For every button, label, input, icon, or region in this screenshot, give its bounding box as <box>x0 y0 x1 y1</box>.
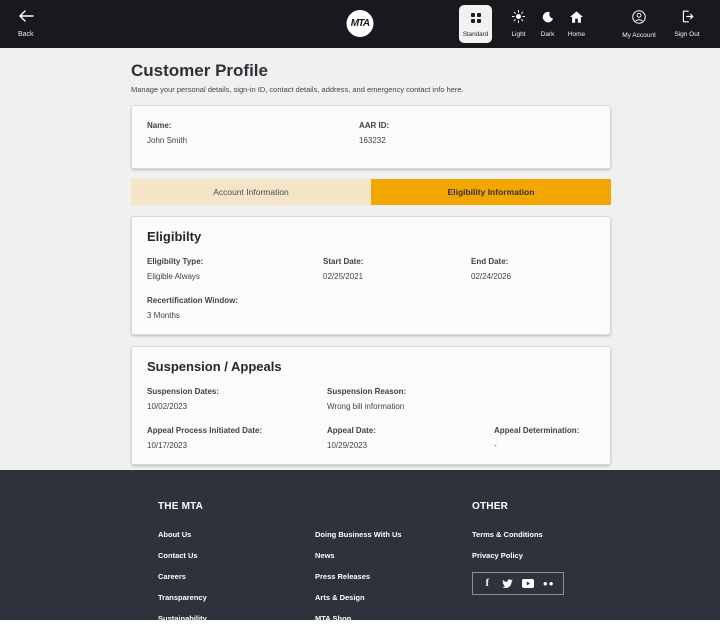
appeal-date-value: 10/29/2023 <box>327 441 368 450</box>
light-label: Light <box>511 31 526 38</box>
text-size-label: Standard <box>462 31 489 38</box>
aar-id-field: AAR ID: 163232 <box>359 121 595 168</box>
eligibility-title: Eligibilty <box>147 229 202 244</box>
eligibility-type-value: Eligible Always <box>147 272 200 281</box>
back-arrow-icon <box>18 9 34 27</box>
profile-summary-card: Name: John Smith AAR ID: 163232 <box>131 105 611 169</box>
eligibility-card: Eligibilty Eligibilty Type: Eligible Alw… <box>131 216 611 335</box>
suspension-appeals-card: Suspension / Appeals Suspension Dates: 1… <box>131 346 611 465</box>
aar-id-value: 163232 <box>359 136 386 145</box>
footer-link-arts-design[interactable]: Arts & Design <box>315 593 365 602</box>
footer-link-careers[interactable]: Careers <box>158 572 186 581</box>
back-button[interactable]: Back <box>18 9 34 38</box>
suspension-reason-label: Suspension Reason: <box>327 387 407 396</box>
name-label: Name: <box>147 121 172 130</box>
footer-link-about-us[interactable]: About Us <box>158 530 192 539</box>
recertification-window-field: Recertification Window: 3 Months <box>147 296 595 320</box>
footer-mta-heading: THE MTA <box>158 501 204 512</box>
footer-link-mta-shop[interactable]: MTA Shop <box>315 614 352 623</box>
end-date-value: 02/24/2026 <box>471 272 512 281</box>
grid-icon <box>470 10 481 28</box>
sign-out-label: Sign Out <box>674 30 700 38</box>
appeal-determination-label: Appeal Determination: <box>494 426 580 435</box>
suspension-appeals-title: Suspension / Appeals <box>147 359 282 374</box>
start-date-field: Start Date: 02/25/2021 <box>323 257 471 281</box>
mta-logo-text: MTA <box>350 18 370 29</box>
appeal-date-label: Appeal Date: <box>327 426 376 435</box>
appeal-determination-field: Appeal Determination: - <box>494 426 595 450</box>
user-circle-icon <box>632 9 646 29</box>
appeal-process-initiated-value: 10/17/2023 <box>147 441 188 450</box>
home-icon <box>570 10 583 28</box>
header-actions: Standard Light Dark Home <box>459 0 711 48</box>
footer-other-links: Terms & Conditions Privacy Policy <box>472 524 564 563</box>
tab-account-information[interactable]: Account Information <box>131 179 371 205</box>
appeal-date-field: Appeal Date: 10/29/2023 <box>327 426 494 450</box>
recertification-window-value: 3 Months <box>147 311 180 320</box>
text-size-standard-button[interactable]: Standard <box>459 5 492 43</box>
sign-out-icon <box>681 10 694 28</box>
recertification-window-label: Recertification Window: <box>147 296 239 305</box>
end-date-field: End Date: 02/24/2026 <box>471 257 595 281</box>
suspension-dates-label: Suspension Dates: <box>147 387 220 396</box>
footer-link-contact-us[interactable]: Contact Us <box>158 551 198 560</box>
footer-link-terms-conditions[interactable]: Terms & Conditions <box>472 530 543 539</box>
name-field: Name: John Smith <box>147 121 359 168</box>
end-date-label: End Date: <box>471 257 509 266</box>
youtube-icon[interactable] <box>521 577 535 591</box>
name-value: John Smith <box>147 136 188 145</box>
mta-logo[interactable]: MTA <box>346 10 374 37</box>
dark-label: Dark <box>540 31 555 38</box>
aar-id-label: AAR ID: <box>359 121 390 130</box>
suspension-reason-field: Suspension Reason: Wrong bill informatio… <box>327 387 595 411</box>
twitter-icon[interactable] <box>501 577 515 591</box>
footer-mta-section: THE MTA About Us Contact Us Careers Tran… <box>158 501 472 622</box>
facebook-icon[interactable]: f <box>485 578 489 589</box>
tab-eligibility-information[interactable]: Eligibility Information <box>371 179 611 205</box>
eligibility-type-label: Eligibilty Type: <box>147 257 204 266</box>
sign-out-button[interactable]: Sign Out <box>668 10 706 39</box>
footer-link-news[interactable]: News <box>315 551 335 560</box>
eligibility-type-field: Eligibilty Type: Eligible Always <box>147 257 323 281</box>
social-links-box: f ●● <box>472 572 564 595</box>
main-area: Customer Profile Manage your personal de… <box>0 48 720 470</box>
my-account-label: My Account <box>622 31 656 39</box>
dark-mode-button[interactable]: Dark <box>534 10 561 38</box>
page-subtitle: Manage your personal details, sign-in ID… <box>131 85 464 94</box>
my-account-button[interactable]: My Account <box>620 9 658 39</box>
home-button[interactable]: Home <box>563 10 590 38</box>
appeal-determination-value: - <box>494 441 497 450</box>
flickr-icon[interactable]: ●● <box>542 579 555 588</box>
appeal-process-initiated-field: Appeal Process Initiated Date: 10/17/202… <box>147 426 327 450</box>
footer-link-sustainability[interactable]: Sustainability <box>158 614 207 623</box>
footer-link-press-releases[interactable]: Press Releases <box>315 572 371 581</box>
appeal-process-initiated-label: Appeal Process Initiated Date: <box>147 426 263 435</box>
start-date-value: 02/25/2021 <box>323 272 364 281</box>
footer-link-doing-business[interactable]: Doing Business With Us <box>315 530 402 539</box>
back-label: Back <box>18 31 34 38</box>
page-title: Customer Profile <box>131 61 268 80</box>
profile-tabs: Account Information Eligibility Informat… <box>131 179 611 205</box>
footer-mta-links-col1: About Us Contact Us Careers Transparency… <box>158 524 315 629</box>
top-nav-bar: Back MTA Standard Light Dark <box>0 0 720 48</box>
start-date-label: Start Date: <box>323 257 364 266</box>
moon-icon <box>542 10 554 28</box>
suspension-reason-value: Wrong bill information <box>327 402 405 411</box>
home-label: Home <box>567 31 586 38</box>
footer-other-heading: OTHER <box>472 501 508 512</box>
account-actions: My Account Sign Out <box>615 9 711 39</box>
bottom-strip <box>0 620 720 625</box>
suspension-dates-field: Suspension Dates: 10/02/2023 <box>147 387 327 411</box>
footer-mta-links-col2: Doing Business With Us News Press Releas… <box>315 524 472 629</box>
footer-link-transparency[interactable]: Transparency <box>158 593 207 602</box>
suspension-dates-value: 10/02/2023 <box>147 402 188 411</box>
footer-other-section: OTHER Terms & Conditions Privacy Policy … <box>472 501 564 620</box>
sun-icon <box>511 9 526 28</box>
footer-link-privacy-policy[interactable]: Privacy Policy <box>472 551 523 560</box>
light-mode-button[interactable]: Light <box>505 9 532 38</box>
page-footer: THE MTA About Us Contact Us Careers Tran… <box>0 470 720 622</box>
